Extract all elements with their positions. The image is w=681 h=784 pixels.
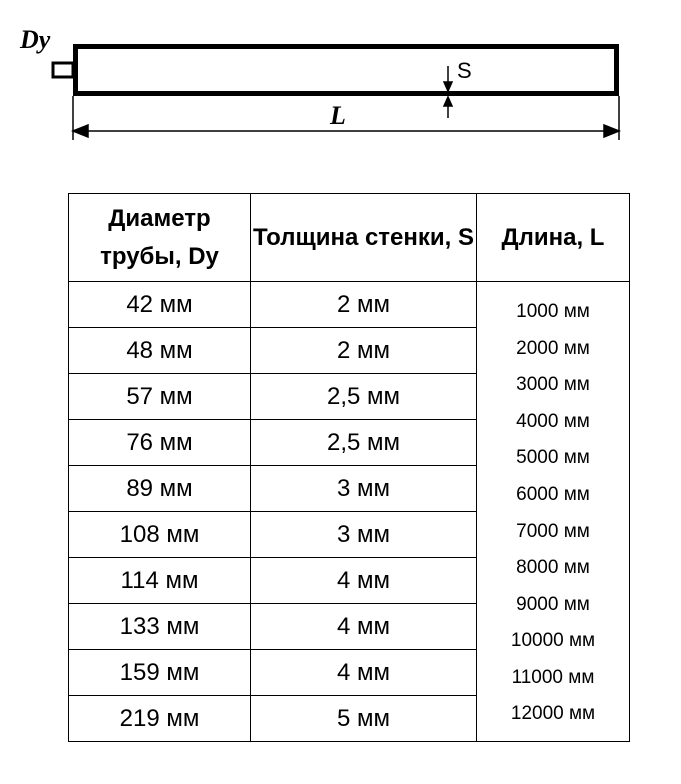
wall-cell: 4 мм	[250, 557, 477, 604]
diameter-cell: 48 мм	[68, 327, 251, 374]
diameter-cell: 159 мм	[68, 649, 251, 696]
table-row: 108 мм 3 мм	[68, 511, 630, 558]
wall-thickness-arrows	[442, 66, 454, 118]
lengths-cell: 1000 мм 2000 мм 3000 мм 4000 мм 5000 мм 6000 …	[476, 281, 630, 742]
table-row: 76 мм 2,5 мм	[68, 419, 630, 466]
diameter-cell: 219 мм	[68, 695, 251, 742]
wall-cell: 2,5 мм	[250, 419, 477, 466]
l-label: L	[329, 101, 346, 130]
header-length: Длина, L	[476, 193, 630, 282]
wall-cell: 4 мм	[250, 649, 477, 696]
wall-cell: 2,5 мм	[250, 373, 477, 420]
length-item: 3000 мм	[516, 374, 590, 396]
dy-label: Dy	[19, 25, 51, 54]
diameter-cell: 57 мм	[68, 373, 251, 420]
length-item: 1000 мм	[516, 300, 590, 322]
diameter-cell: 42 мм	[68, 281, 251, 328]
diameter-cell: 89 мм	[68, 465, 251, 512]
table-row: 89 мм 3 мм	[68, 465, 630, 512]
pipe-drawing: Dy S L	[19, 25, 622, 140]
length-item: 10000 мм	[510, 630, 596, 652]
s-label: S	[457, 58, 472, 83]
length-item: 11000 мм	[511, 666, 595, 688]
pipe-end-section	[51, 61, 75, 79]
pipe-spec-table: Диаметр трубы, Dy Толщина стенки, S Длин…	[68, 193, 630, 742]
wall-cell: 3 мм	[250, 511, 477, 558]
diameter-cell: 114 мм	[68, 557, 251, 604]
length-item: 7000 мм	[516, 520, 590, 542]
pipe-body	[73, 44, 619, 96]
wall-cell: 2 мм	[250, 327, 477, 374]
diameter-cell: 133 мм	[68, 603, 251, 650]
length-item: 4000 мм	[516, 410, 590, 432]
length-item: 9000 мм	[516, 593, 590, 615]
length-item: 5000 мм	[516, 447, 590, 469]
length-item: 8000 мм	[516, 557, 590, 579]
length-item: 2000 мм	[516, 337, 590, 359]
wall-cell: 5 мм	[250, 695, 477, 742]
table-row: 159 мм 4 мм	[68, 649, 630, 696]
table-row: 133 мм 4 мм	[68, 603, 630, 650]
length-item: 12000 мм	[510, 703, 596, 725]
table-row: 42 мм 2 мм 1000 мм 2000 мм 3000 мм 4000 мм 500…	[68, 281, 630, 742]
header-diameter: Диаметр трубы, Dy	[68, 193, 251, 282]
diameter-cell: 76 мм	[68, 419, 251, 466]
table-row: 114 мм 4 мм	[68, 557, 630, 604]
table-row: 48 мм 2 мм	[68, 327, 630, 374]
header-wall: Толщина стенки, S	[250, 193, 477, 282]
wall-cell: 3 мм	[250, 465, 477, 512]
table-row: 219 мм 5 мм	[68, 695, 630, 742]
length-dimension	[70, 96, 622, 140]
wall-cell: 2 мм	[250, 281, 477, 328]
wall-cell: 4 мм	[250, 603, 477, 650]
diameter-cell: 108 мм	[68, 511, 251, 558]
length-item: 6000 мм	[516, 483, 590, 505]
